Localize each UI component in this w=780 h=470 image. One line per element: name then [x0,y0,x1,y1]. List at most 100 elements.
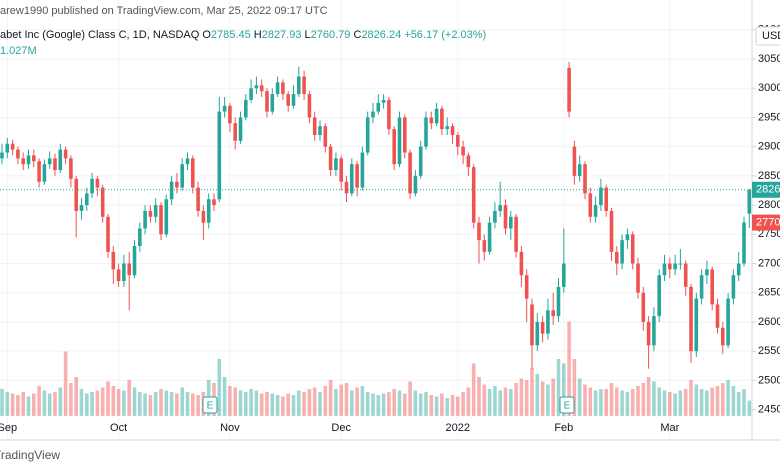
volume-bar [519,378,524,416]
candle-body [546,310,550,334]
candle-body [355,164,359,188]
volume-bar [344,383,349,416]
candle-body [95,178,100,188]
candle-body [5,143,10,153]
volume-bar [572,359,577,416]
volume-bar [318,392,322,416]
symbol: abet Inc (Google) Class C, 1D, NASDAQ [0,29,200,41]
volume-bar [710,387,714,416]
volume-bar [466,387,471,416]
candle-body [530,304,534,346]
prev-close-label: 2770.07 [756,216,780,228]
candle-body [376,102,381,112]
candle-body [191,158,195,188]
volume-bar [609,383,614,416]
volume-bar [259,393,264,416]
candle-body [381,99,386,103]
volume-bar [699,389,704,416]
volume-bar [281,396,285,416]
candle-body [169,181,174,200]
volume-bar [477,377,481,416]
volume-bar [726,380,730,416]
candle-body [291,94,296,106]
volume-bar [583,384,587,416]
candle-body [281,82,285,95]
candle-body [238,117,243,141]
candle-body [233,123,237,141]
candle-body [318,126,322,135]
x-tick-label: Nov [220,422,240,434]
volume-bar [371,393,375,416]
volume-pane [0,321,752,416]
x-tick-label: Oct [110,422,127,434]
volume-bar [95,390,100,416]
volume-bar [217,359,222,416]
candle-body [413,175,418,194]
candle-body [21,158,25,165]
volume-bar [100,387,105,416]
candle-body [138,228,142,247]
volume-bar [228,386,232,416]
candle-body [0,152,4,159]
candle-body [148,210,153,217]
volume-bar [222,377,227,416]
volume-bar [90,392,94,416]
candle-body [275,82,280,95]
candle-body [10,143,15,150]
volume-bar [604,389,608,416]
ohlc-prefix: L [305,29,311,41]
ohlc-prefix: O [202,29,211,41]
candle-body [127,263,131,276]
candle-body [461,146,465,156]
volume-bar [307,389,312,416]
y-tick-label: 2450 [758,404,780,416]
volume-bar [408,381,412,416]
y-tick-label: 2700 [758,257,780,269]
candle-body [159,205,163,235]
volume-bar [509,389,513,416]
volume-bar [599,389,603,416]
earnings-marker[interactable]: E [202,396,218,414]
y-tick-label: 2900 [758,141,780,153]
candle-body [689,286,693,352]
earnings-marker[interactable]: E [559,396,575,414]
volume-bar [530,368,534,416]
candle-body [657,275,661,317]
volume-bar [5,392,10,416]
candle-body [164,199,169,235]
volume-bar [540,381,545,416]
candle-body [185,158,190,165]
volume-bar [63,351,68,416]
candle-body [47,158,52,165]
candle-body [397,117,402,165]
candle-body [334,158,338,171]
ohlc-value: 2760.79 [311,29,351,41]
candle-body [434,108,439,124]
candle-body [572,146,577,176]
volume-bar [238,390,243,416]
candle-body [217,111,222,200]
volume-bar [429,395,434,416]
volume-bar [26,396,31,416]
volume-bar [153,392,158,416]
volume-bar [355,387,359,416]
volume-bar [16,395,20,416]
volume-bar [418,393,423,416]
candle-body [249,88,253,100]
volume-bar [376,395,381,416]
volume-bar [79,389,84,416]
volume-bar [47,393,52,416]
volume-bar [636,386,640,416]
volume-bar [381,393,386,416]
x-tick-label: 2022 [446,422,470,434]
volume-bar [689,380,693,416]
volume-bar [265,392,269,416]
candle-body [196,187,200,211]
volume-bar [641,383,646,416]
candle-body [344,181,349,194]
volume-bar [196,395,200,416]
volume-bar [249,389,253,416]
candle-body [286,94,290,106]
candle-body [683,263,688,287]
volume-bar [646,377,651,416]
